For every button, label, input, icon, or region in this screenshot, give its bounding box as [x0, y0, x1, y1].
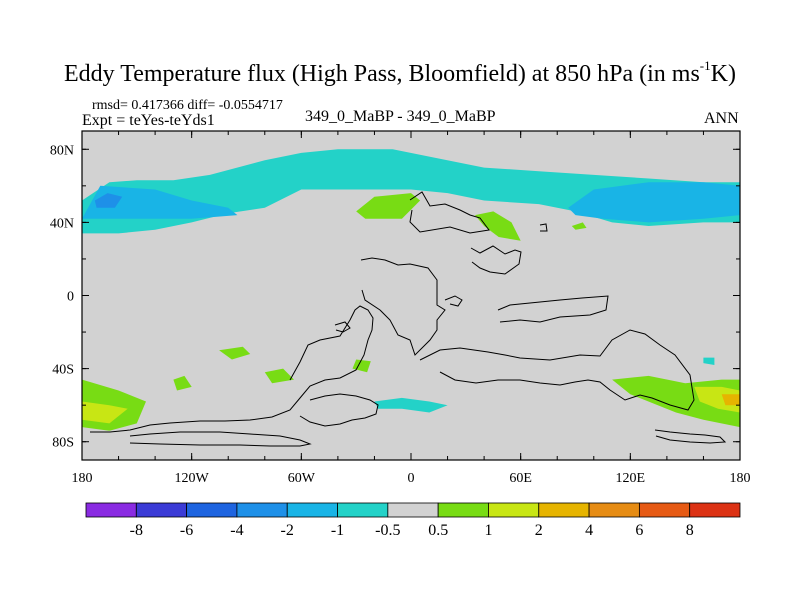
colorbar-swatch-4	[286, 502, 338, 518]
anomaly-region-9	[173, 375, 192, 391]
axis-ticks: 180 120W 60W 0 60E 120E 180 80N 40N 0 40S 80S	[50, 131, 751, 486]
colorbar-label-6: 0.5	[428, 522, 448, 539]
anomaly-region-12	[264, 368, 294, 384]
y-tick-label-0: 80N	[50, 143, 74, 158]
colorbar-swatch-0	[85, 502, 137, 518]
stats-line: rmsd= 0.417366 diff= -0.0554717	[92, 98, 283, 113]
colorbar-label-4: -1	[331, 522, 344, 539]
anomaly-region-16	[721, 394, 740, 406]
anomaly-region-17	[703, 357, 715, 365]
y-tick-label-1: 40N	[50, 216, 74, 231]
colorbar-swatch-12	[689, 502, 741, 518]
colorbar-swatch-7	[437, 502, 489, 518]
colorbar-swatch-5	[337, 502, 389, 518]
colorbar-label-7: 1	[485, 522, 493, 539]
experiment-label: Expt = teYes-teYds1	[82, 112, 215, 129]
anomaly-region-0	[82, 149, 740, 234]
anomaly-region-13	[374, 397, 448, 413]
y-tick-label-3: 40S	[52, 363, 74, 378]
colorbar-swatch-11	[638, 502, 691, 518]
x-tick-label-4: 60E	[509, 471, 532, 486]
anomaly-region-15	[694, 386, 740, 413]
colorbar-label-8: 2	[535, 522, 543, 539]
colorbar-swatch-9	[538, 502, 590, 518]
plot-area	[82, 131, 740, 460]
colorbar-label-9: 4	[585, 522, 593, 539]
diff-value: -0.0554717	[218, 98, 283, 113]
colorbar-label-0: -8	[130, 522, 143, 539]
anomaly-region-8	[82, 401, 128, 424]
colorbar-swatch-6	[387, 502, 439, 518]
rmsd-value: 0.417366	[131, 98, 184, 113]
x-tick-label-1: 120W	[175, 471, 210, 486]
anomaly-region-11	[352, 359, 371, 373]
colorbar-label-10: 6	[635, 522, 643, 539]
colorbar-label-2: -4	[230, 522, 243, 539]
x-tick-label-2: 60W	[288, 471, 316, 486]
anomaly-region-4	[356, 193, 421, 219]
anomaly-region-1	[82, 185, 238, 219]
colorbar-swatch-1	[135, 502, 188, 518]
anomaly-region-6	[571, 222, 587, 230]
x-tick-label-6: 180	[730, 471, 751, 486]
anomaly-region-10	[219, 346, 251, 360]
season-label: ANN	[704, 110, 739, 127]
chart-title: Eddy Temperature flux (High Pass, Bloomf…	[64, 58, 736, 87]
colorbar-swatch-2	[186, 502, 238, 518]
colorbar-label-3: -2	[281, 522, 294, 539]
anomaly-region-5	[475, 211, 521, 241]
colorbar-label-1: -6	[180, 522, 193, 539]
colorbar-label-11: 8	[686, 522, 694, 539]
colorbar: -8 -6 -4 -2 -1 -0.5 0.5 1 2 4 6 8	[85, 502, 741, 539]
anomaly-region-2	[568, 182, 740, 223]
coastlines	[90, 191, 727, 447]
colorbar-swatch-10	[588, 502, 640, 518]
colorbar-swatch-3	[236, 502, 288, 518]
y-tick-label-4: 80S	[52, 436, 74, 451]
y-tick-label-2: 0	[67, 290, 74, 305]
colorbar-swatch-8	[488, 502, 540, 518]
case-label: 349_0_MaBP - 349_0_MaBP	[305, 108, 496, 125]
x-tick-label-3: 0	[408, 471, 415, 486]
anomaly-region-3	[94, 193, 123, 208]
colorbar-label-5: -0.5	[375, 522, 400, 539]
x-tick-label-5: 120E	[616, 471, 646, 486]
x-tick-label-0: 180	[72, 471, 93, 486]
